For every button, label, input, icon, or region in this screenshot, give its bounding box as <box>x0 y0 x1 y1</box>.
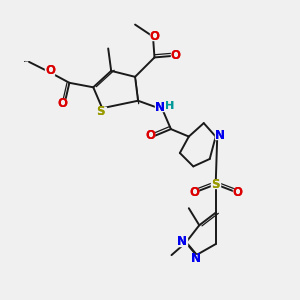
Text: N: N <box>177 236 187 248</box>
Text: O: O <box>57 97 67 110</box>
Text: O: O <box>189 186 199 199</box>
Bar <box>189 189 198 196</box>
Text: O: O <box>232 186 242 199</box>
Text: H: H <box>165 101 174 111</box>
Text: N: N <box>177 236 187 248</box>
Text: N: N <box>191 253 201 266</box>
Text: O: O <box>189 186 199 199</box>
Text: N: N <box>215 129 225 142</box>
Bar <box>146 132 154 140</box>
Text: S: S <box>212 178 220 191</box>
Text: O: O <box>170 49 180 62</box>
Text: O: O <box>145 129 155 142</box>
Text: O: O <box>45 64 55 77</box>
Text: N: N <box>191 253 201 266</box>
Text: S: S <box>97 105 105 118</box>
Text: N: N <box>154 100 165 113</box>
Bar <box>46 67 54 75</box>
Text: O: O <box>57 97 67 110</box>
Text: O: O <box>45 64 55 77</box>
Text: O: O <box>150 30 160 43</box>
Text: S: S <box>97 105 105 118</box>
Bar <box>150 33 159 40</box>
Bar <box>166 103 173 109</box>
Bar <box>211 181 220 188</box>
Text: N: N <box>215 129 225 142</box>
Text: O: O <box>150 30 160 43</box>
Text: O: O <box>232 186 242 199</box>
Text: S: S <box>212 178 220 191</box>
Bar <box>191 255 200 263</box>
Bar <box>155 103 164 111</box>
Bar <box>215 132 224 140</box>
Bar <box>233 189 242 196</box>
Text: O: O <box>145 129 155 142</box>
Text: N: N <box>154 100 165 113</box>
Text: O: O <box>170 49 180 62</box>
Text: methoxy: methoxy <box>24 60 31 62</box>
Bar <box>178 238 187 246</box>
Bar <box>171 51 180 59</box>
Bar <box>57 99 66 107</box>
Text: H: H <box>165 101 174 111</box>
Bar <box>95 107 106 116</box>
